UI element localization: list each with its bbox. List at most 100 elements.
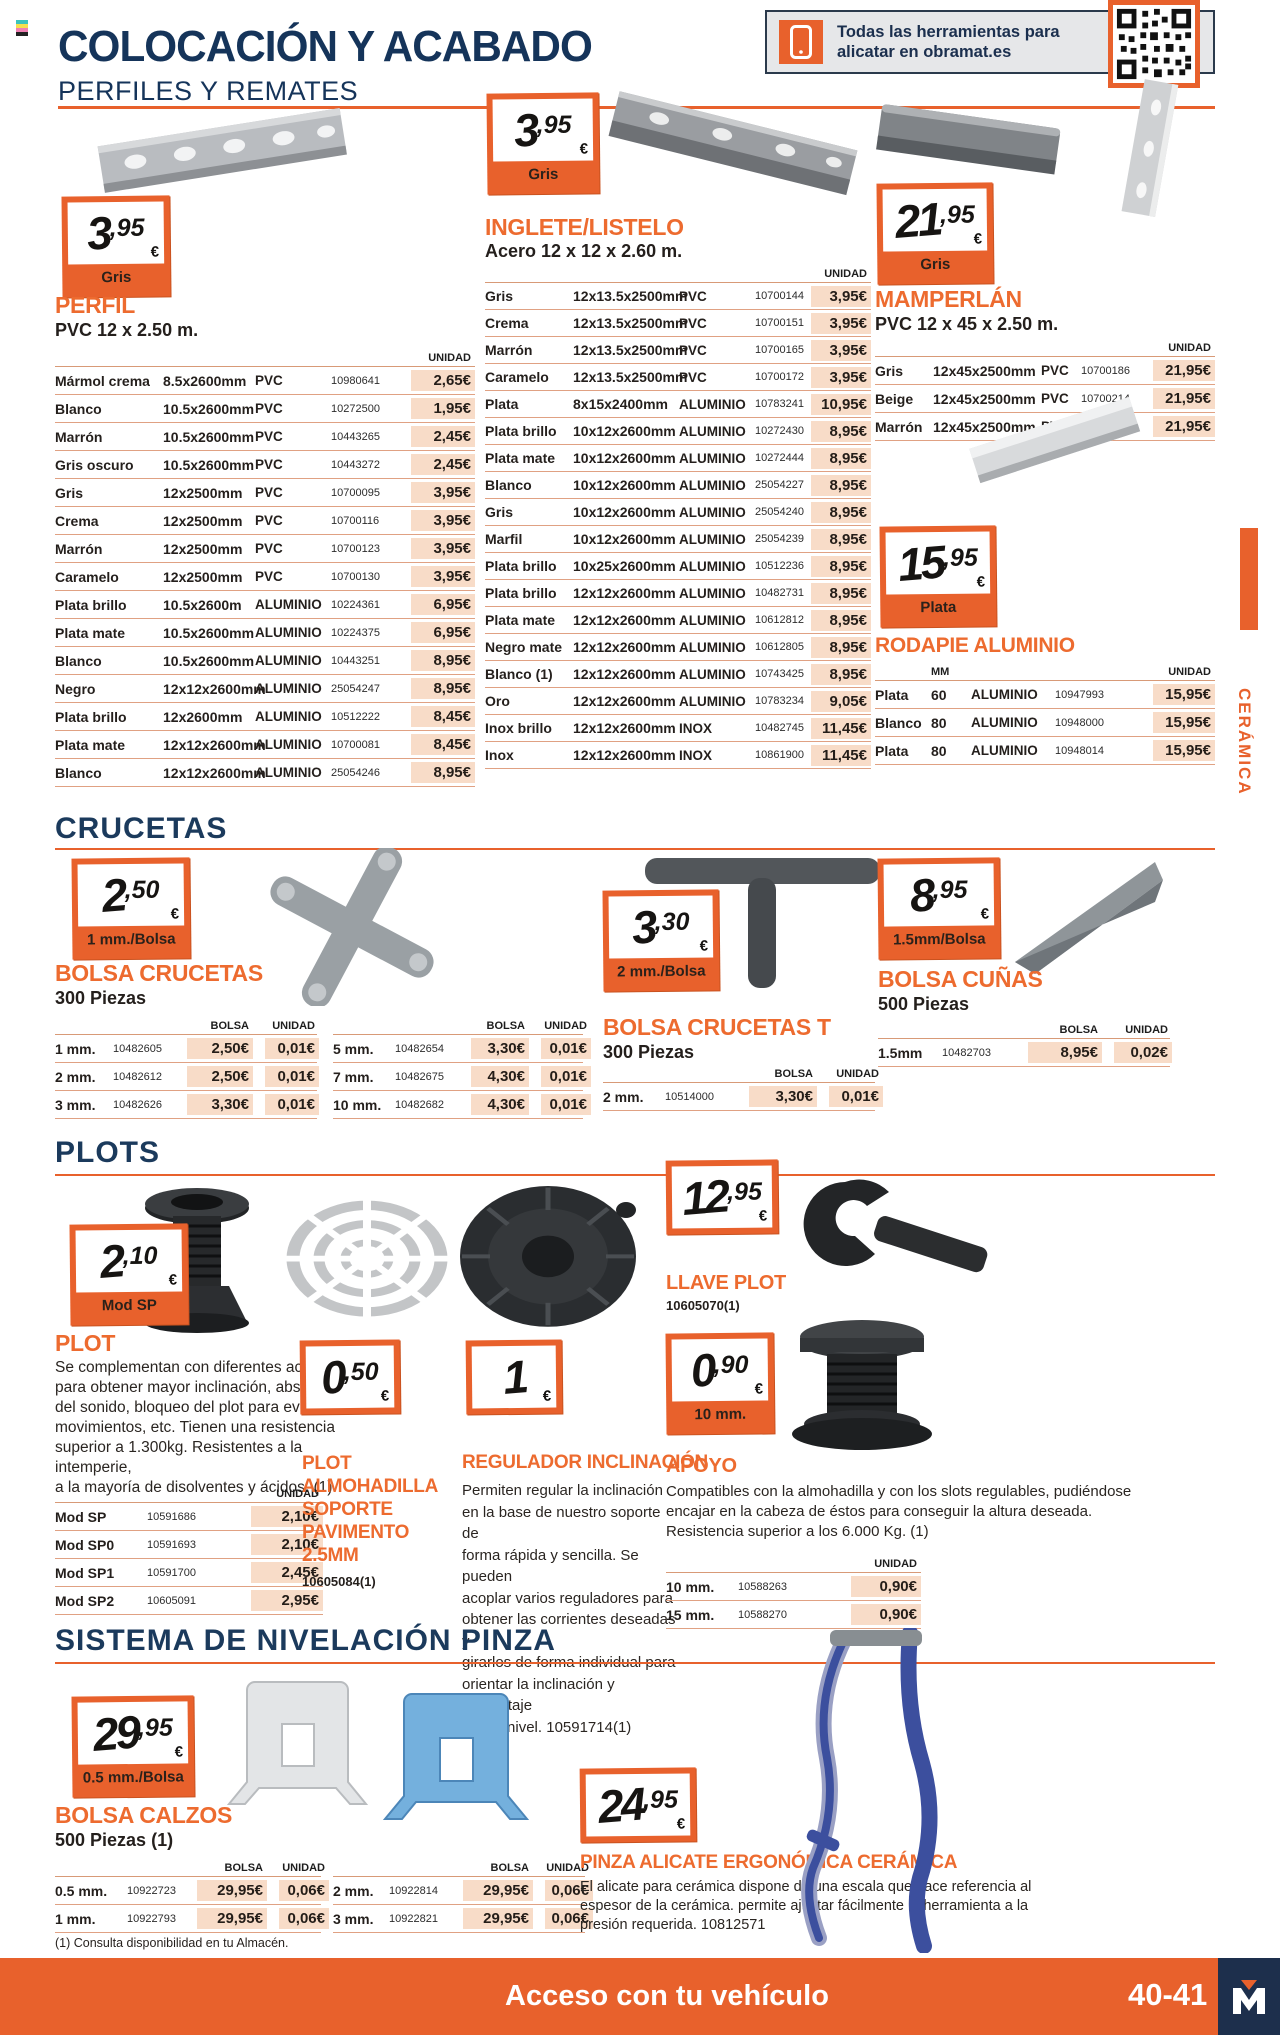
cell-code: 10700186 [1081,364,1130,377]
cell-price: 8,95€ [411,650,475,671]
price-tag-mamperlan: 21,95 € Gris [876,182,994,285]
cell-code: 25054247 [331,682,380,695]
cell-code: 10482703 [942,1046,991,1059]
cell-mat: ALUMINIO [679,585,746,601]
cell-price: 2,65€ [411,370,475,391]
cell-name: Gris [55,484,84,501]
cell-unidad: 0,01€ [265,1094,319,1115]
cell-price: 10,95€ [811,393,871,415]
footer-page-numbers: 40-41 [1128,1977,1208,2012]
inglete-subtitle: Acero 12 x 12 x 2.60 m. [485,241,683,261]
cell-name: 2 mm. [333,1882,374,1899]
cell-bolsa: 29,95€ [197,1880,267,1901]
cell-name: Marrón [55,540,103,557]
qr-code[interactable] [1108,0,1200,88]
perfil-table: UNIDAD Mármol crema 8.5x2600mm PVC 10980641… [55,346,475,787]
cell-bolsa: 29,95€ [463,1880,533,1901]
promo-banner-text: Todas las herramientas para alicatar en … [837,23,1060,61]
cell-size: 10x12x2600mm [573,450,676,466]
cell-name: Blanco [55,652,102,669]
table-row: Mod SP2 10605091 2,95€ [55,1587,323,1615]
cell-code: 10482675 [395,1070,444,1083]
cell-price: 2,45€ [251,1562,323,1583]
cell-code: 10700095 [331,486,380,499]
rodapie-table: MM UNIDAD Plata 60 ALUMINIO 10947993 15,95€ B… [875,660,1215,765]
bolsa-crucetas-table-right: BOLSA UNIDAD 5 mm. 10482654 3,30€ 0,01€ 7 mm… [333,1014,591,1119]
cell-name: Plata brillo [485,585,557,601]
table-row: 2 mm. 10514000 3,30€ 0,01€ [603,1083,883,1111]
regulador-title: REGULADOR INCLINACIÓN [462,1452,708,1473]
cell-mat: INOX [679,720,713,736]
cell-mat: ALUMINIO [679,558,746,574]
bolsa-crucetas-t-table: BOLSA UNIDAD 2 mm. 10514000 3,30€ 0,01€ [603,1062,883,1111]
cell-name: Negro mate [485,639,563,655]
cell-price: 2,10€ [251,1506,323,1527]
cruceta-x-image [250,846,455,1011]
cell-code: 10605091 [147,1594,196,1607]
table-row: 5 mm. 10482654 3,30€ 0,01€ [333,1035,591,1063]
bolsa-crucetas-table-left: BOLSA UNIDAD 1 mm. 10482605 2,50€ 0,01€ 2 mm… [55,1014,319,1119]
cell-code: 10947993 [1055,688,1104,701]
cell-bolsa: 29,95€ [197,1908,267,1929]
cell-mm: 80 [931,742,947,759]
cell-price: 8,95€ [411,762,475,783]
cell-price: 0,90€ [851,1604,921,1625]
section-heading-crucetas: CRUCETAS [55,812,228,845]
price-tag-cunas: 8,95 € 1.5mm/Bolsa [877,857,1001,960]
pinza-description: El alicate para cerámica dispone de una … [580,1879,1032,1933]
apoyo-product-image [775,1316,950,1461]
cell-code: 10948000 [1055,716,1104,729]
cell-unidad: 0,01€ [541,1038,591,1059]
cell-bolsa: 2,50€ [187,1066,253,1087]
cell-price: 8,95€ [811,501,871,523]
cell-code: 10272430 [755,425,804,437]
price-tag-almohadilla: 0,50 € [299,1339,401,1415]
cell-code: 10612812 [755,614,804,626]
table-row: Gris 10x12x2600mm ALUMINIO 25054240 8,95€ [485,499,871,526]
cell-mat: ALUMINIO [255,709,322,724]
cell-name: Plata mate [485,450,556,466]
cell-size: 10.5x2600mm [163,400,255,417]
cell-price: 3,95€ [411,510,475,531]
cell-code: 10700081 [331,738,380,751]
cell-mat: ALUMINIO [679,477,746,493]
price-tag-perfil: 3,95 € Gris [61,195,171,298]
cell-code: 10922723 [127,1884,176,1897]
cell-code: 10482605 [113,1042,162,1055]
price-tag-apoyo: 0,90 € 10 mm. [665,1332,775,1435]
table-row: Crema 12x2500mm PVC 10700116 3,95€ [55,507,475,535]
price-tag-variant: Gris [101,268,132,287]
cell-name: Blanco [55,400,102,417]
cell-size: 10x12x2600mm [573,423,676,439]
table-row: Blanco 10x12x2600mm ALUMINIO 25054227 8,95€ [485,472,871,499]
table-row: Marrón 10.5x2600mm PVC 10443265 2,45€ [55,423,475,451]
bolsa-crucetas-t-subtitle: 300 Piezas [603,1042,695,1062]
cell-size: 12x12x2600mm [163,764,266,781]
table-row: 0.5 mm. 10922723 29,95€ 0,06€ [55,1877,329,1905]
cell-unidad: 0,01€ [265,1038,319,1059]
cell-size: 12x45x2500mm [933,418,1036,435]
cell-name: Gris oscuro [55,456,134,473]
cell-name: Gris [485,504,514,520]
cell-size: 10.5x2600mm [163,652,255,669]
cell-price: 21,95€ [1153,360,1215,381]
cell-mat: PVC [679,342,707,358]
cell-name: Negro [55,680,96,697]
cell-name: Mod SP [55,1508,107,1525]
perfil-product-image [90,82,355,227]
table-header: UNIDAD [55,1482,323,1503]
section-heading-sistema: SISTEMA DE NIVELACIÓN PINZA [55,1624,556,1657]
cell-code: 10922814 [389,1884,438,1897]
cell-price: 11,45€ [811,717,871,739]
cell-name: Plata brillo [55,596,127,613]
cell-price: 2,95€ [251,1590,323,1611]
cell-price: 3,95€ [811,339,871,361]
cell-bolsa: 3,30€ [187,1094,253,1115]
cell-size: 12x12x2600mm [573,720,676,736]
cell-bolsa: 4,30€ [471,1066,529,1087]
cell-price: 15,95€ [1153,740,1215,761]
cell-name: 2 mm. [603,1088,644,1105]
cell-unidad: 0,01€ [265,1066,319,1087]
cell-price: 8,45€ [411,734,475,755]
